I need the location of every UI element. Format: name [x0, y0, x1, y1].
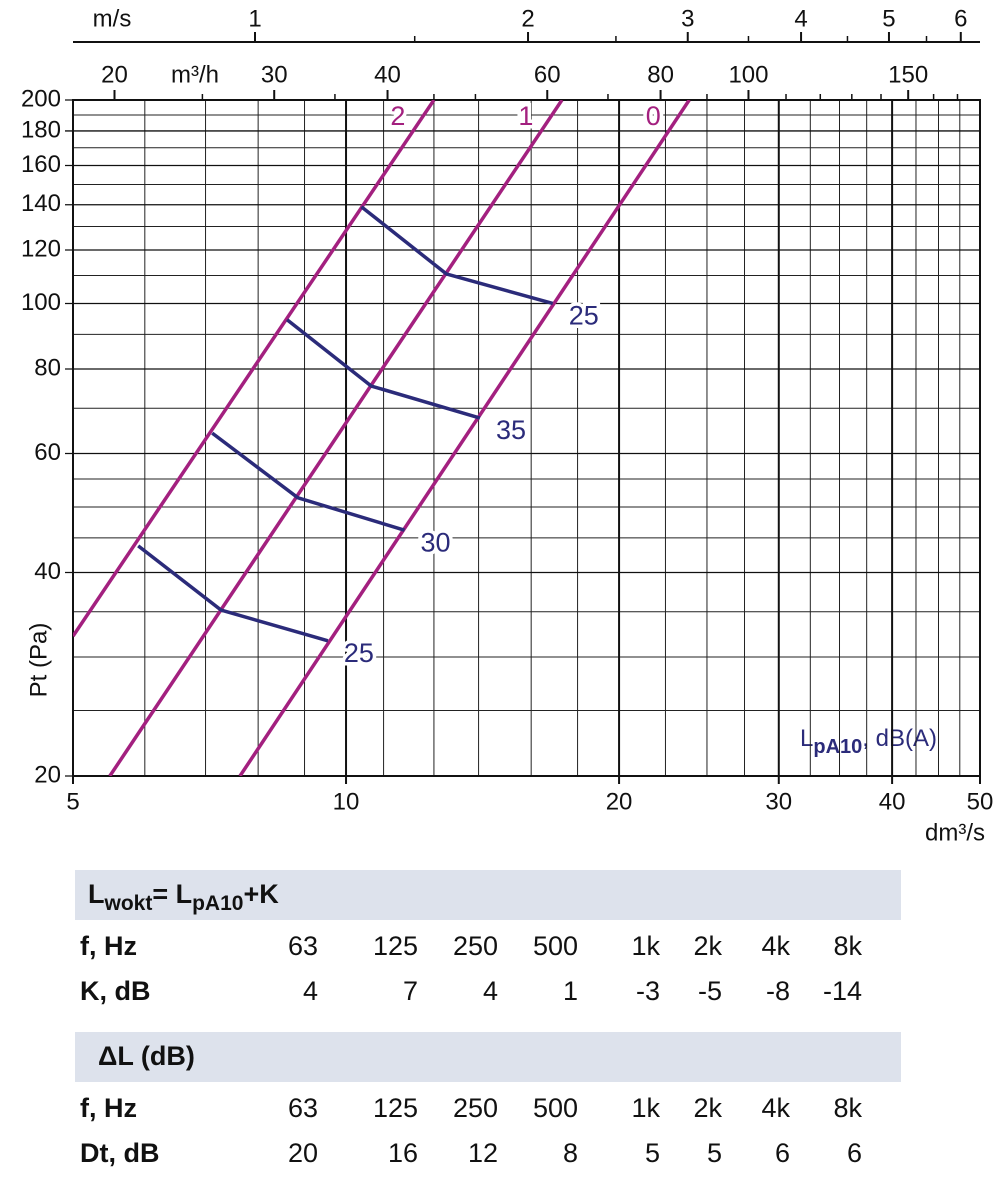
annotation-part: , dB(A) [862, 725, 937, 752]
y-tick-label: 20 [34, 761, 61, 788]
top-tick-label: 20 [101, 61, 128, 88]
y-tick-label: 140 [21, 190, 61, 217]
table-cell: -5 [698, 976, 722, 1006]
y-tick-label: 120 [21, 235, 61, 262]
table-cell: -14 [823, 976, 862, 1006]
table-band [75, 870, 901, 920]
table-cell: 2k [693, 931, 722, 961]
annotation-part: L [800, 725, 813, 752]
series-label: 25 [569, 301, 599, 331]
plot-frame [72, 99, 981, 777]
top-tick-label: 3 [681, 5, 694, 32]
table-cell: 125 [373, 931, 418, 961]
series-label: 25 [344, 638, 374, 668]
top-tick-label: 1 [248, 5, 261, 32]
table-cell: 1 [563, 976, 578, 1006]
table-cell: 8 [563, 1138, 578, 1168]
series-label: 2 [390, 101, 405, 131]
table-cell: -3 [636, 976, 660, 1006]
heading-sub: pA10 [192, 892, 243, 915]
top-tick-label: 5 [882, 5, 895, 32]
table-cell: 1k [631, 931, 660, 961]
top-axis-unit: m/s [93, 5, 132, 32]
table-cell: 250 [453, 931, 498, 961]
series-line [238, 100, 691, 776]
series-label: 30 [420, 527, 450, 557]
table-cell: 5 [707, 1138, 722, 1168]
series-label: 35 [496, 415, 526, 445]
table-band [75, 1032, 901, 1082]
row-label: f, Hz [80, 931, 137, 961]
table-cell: 2k [693, 1093, 722, 1123]
table-cell: -8 [766, 976, 790, 1006]
top-tick-label: 30 [261, 61, 288, 88]
series-line [360, 205, 554, 306]
x-tick-label: 30 [765, 788, 792, 815]
table-cell: 7 [403, 976, 418, 1006]
table-cell: 4k [761, 931, 790, 961]
y-tick-label: 80 [34, 354, 61, 381]
series-label: 1 [518, 101, 533, 131]
table-heading: Lwokt= LpA10+K [88, 879, 279, 914]
top-tick-label: 6 [954, 5, 967, 32]
heading-part: L [88, 879, 105, 909]
heading-part: +K [243, 879, 279, 909]
x-tick-label: 50 [967, 788, 994, 815]
y-tick-label: 100 [21, 289, 61, 316]
x-tick-label: 40 [879, 788, 906, 815]
table-cell: 4k [761, 1093, 790, 1123]
row-label: Dt, dB [80, 1138, 159, 1168]
table-cell: 8k [833, 1093, 862, 1123]
table-cell: 16 [388, 1138, 418, 1168]
table-cell: 5 [645, 1138, 660, 1168]
x-axis-title: dm³/s [925, 819, 985, 846]
x-tick-label: 20 [606, 788, 633, 815]
top-tick-label: 150 [888, 61, 928, 88]
top-tick-label: 4 [794, 5, 807, 32]
table-cell: 8k [833, 931, 862, 961]
table-cell: 4 [483, 976, 498, 1006]
table-cell: 12 [468, 1138, 498, 1168]
y-tick-label: 180 [21, 116, 61, 143]
top-tick-label: 40 [374, 61, 401, 88]
series-line [211, 431, 406, 532]
table-cell: 63 [288, 931, 318, 961]
top-tick-label: 2 [521, 5, 534, 32]
table-cell: 63 [288, 1093, 318, 1123]
series-label: 0 [646, 101, 661, 131]
annotation: LpA10, dB(A) [800, 725, 937, 758]
table-cell: 1k [631, 1093, 660, 1123]
heading-part: = L [152, 879, 192, 909]
table-cell: 250 [453, 1093, 498, 1123]
series-line [137, 544, 329, 643]
table-cell: 6 [775, 1138, 790, 1168]
top-tick-label: 80 [647, 61, 674, 88]
table-cell: 500 [533, 931, 578, 961]
x-tick-label: 10 [333, 788, 360, 815]
row-label: f, Hz [80, 1093, 137, 1123]
table-cell: 6 [847, 1138, 862, 1168]
y-tick-label: 40 [34, 558, 61, 585]
heading-part: ΔL (dB) [98, 1041, 195, 1071]
series-line [108, 100, 564, 776]
y-tick-label: 60 [34, 439, 61, 466]
top-axis-unit: m³/h [171, 61, 219, 88]
y-tick-label: 160 [21, 151, 61, 178]
table-cell: 20 [288, 1138, 318, 1168]
table-cell: 500 [533, 1093, 578, 1123]
top-tick-label: 100 [728, 61, 768, 88]
y-tick-label: 200 [21, 85, 61, 112]
heading-sub: wokt [104, 892, 153, 915]
y-axis-title: Pt (Pa) [25, 623, 52, 698]
row-label: K, dB [80, 976, 151, 1006]
table-cell: 4 [303, 976, 318, 1006]
series-line [285, 318, 481, 420]
table-cell: 125 [373, 1093, 418, 1123]
series-line [73, 100, 436, 638]
table-heading: ΔL (dB) [98, 1041, 195, 1071]
annotation-sub: pA10 [813, 736, 862, 758]
top-tick-label: 60 [534, 61, 561, 88]
x-tick-label: 5 [66, 788, 79, 815]
